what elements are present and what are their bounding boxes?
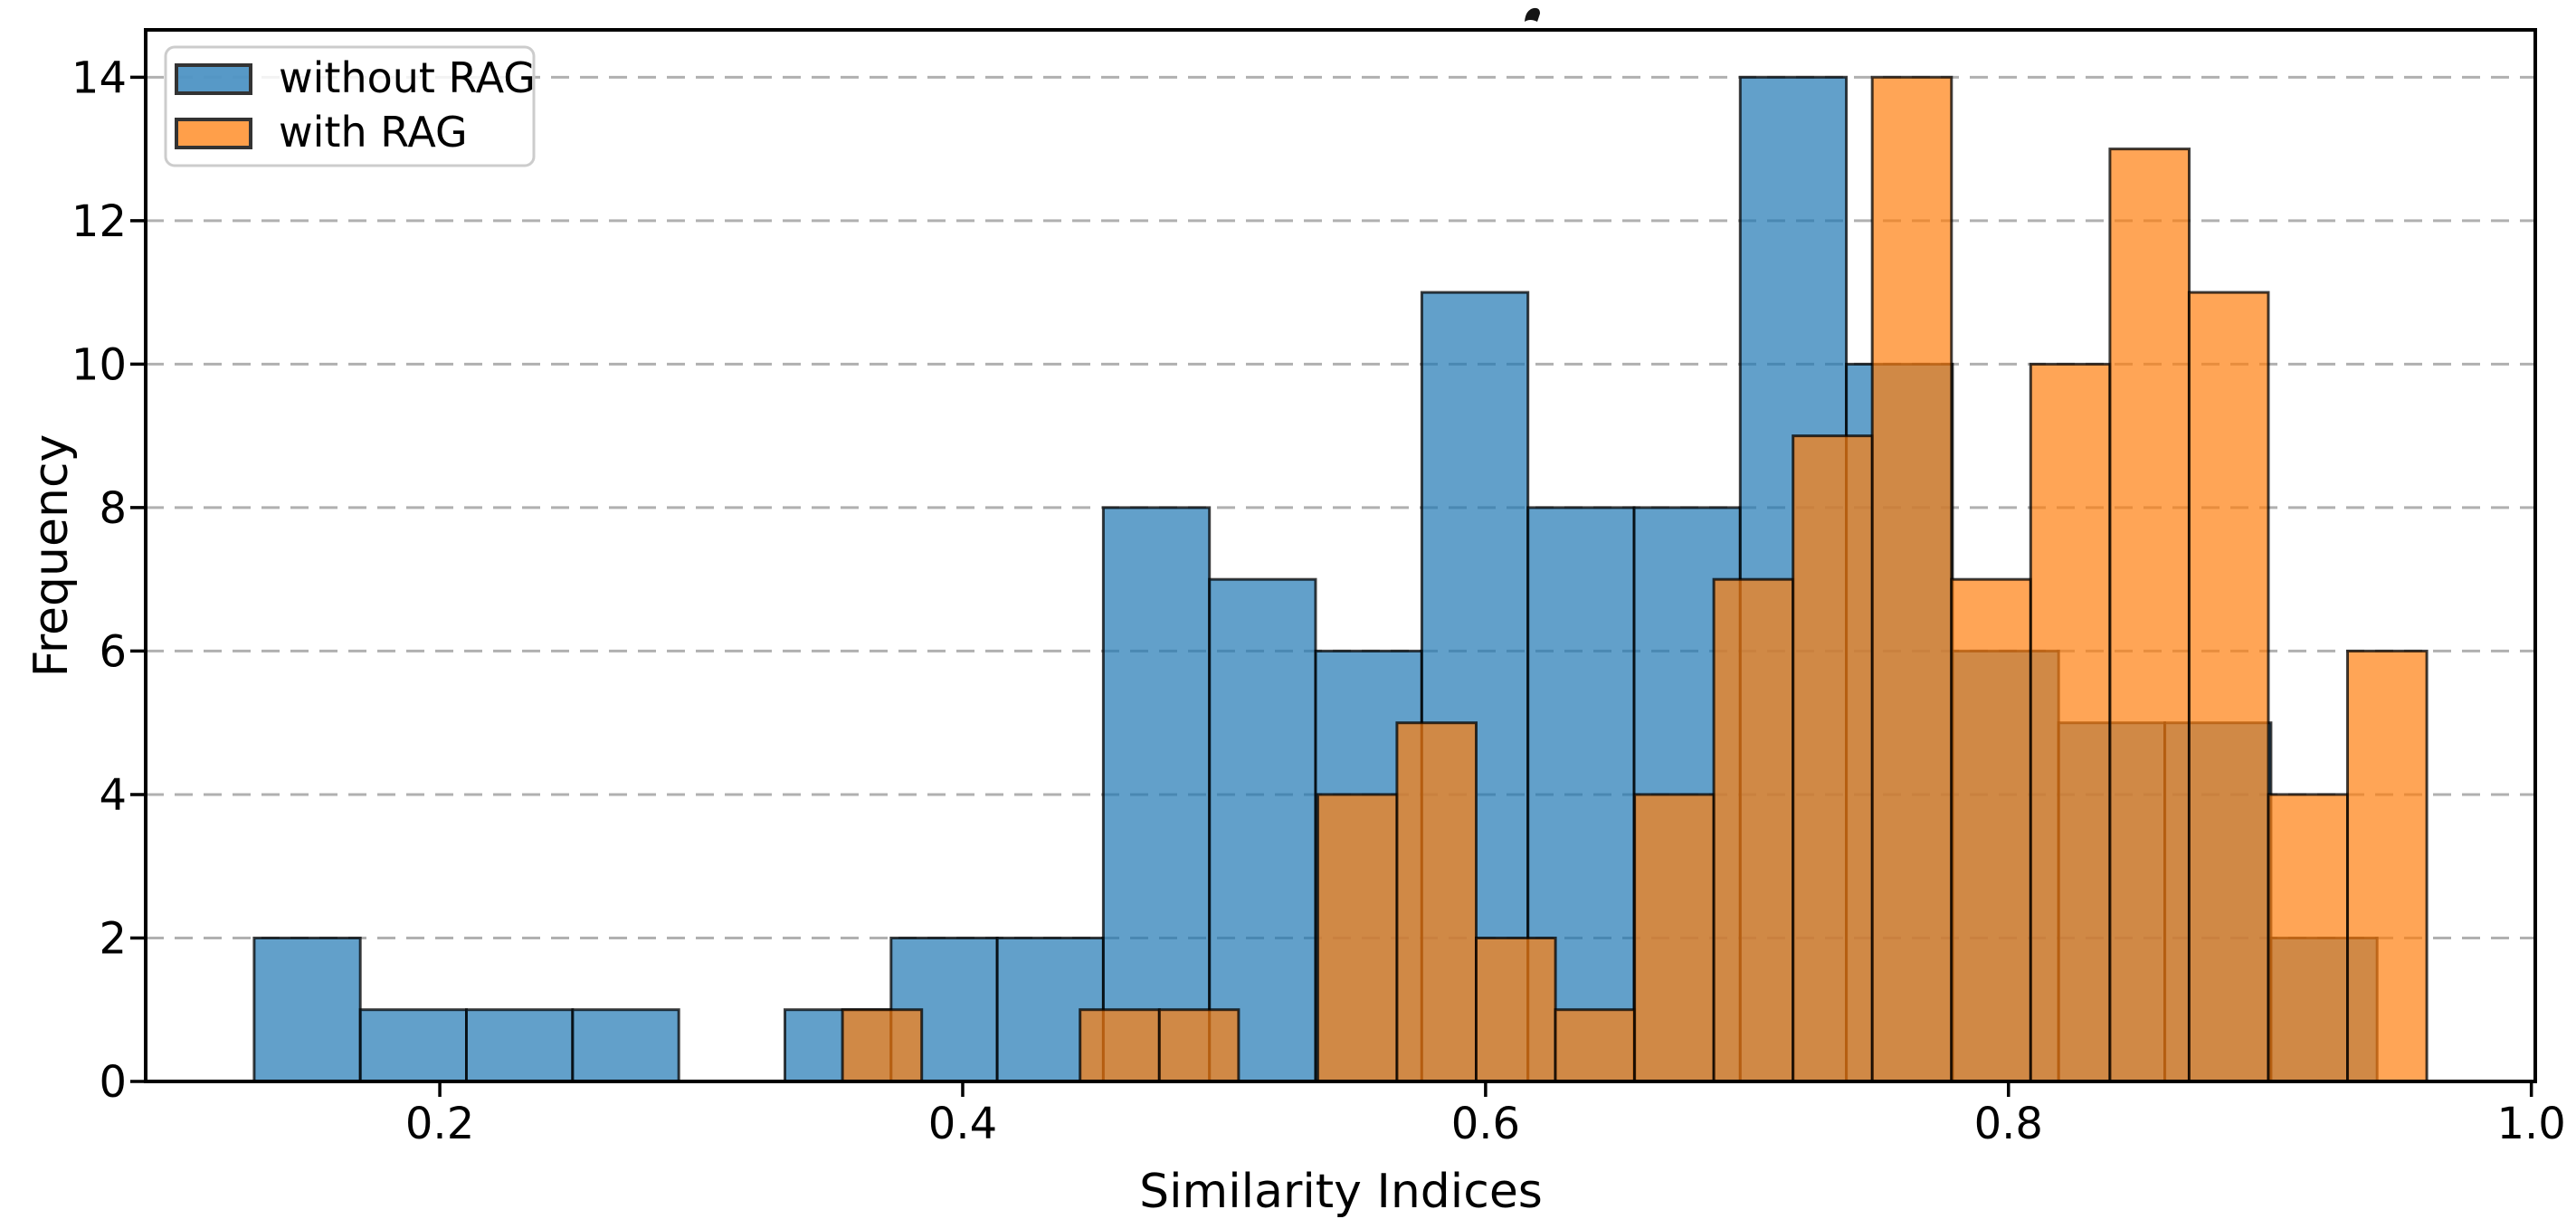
y-tick-label: 14 [71,52,127,103]
bar-with-rag [2029,362,2112,1083]
legend: without RAG with RAG [164,45,536,167]
bar-with-rag [1712,577,1795,1083]
x-tick-label: 0.2 [405,1099,474,1149]
x-tick-label: 1.0 [2496,1099,2565,1149]
bar-without-rag [465,1008,575,1083]
bar-with-rag [2346,649,2429,1083]
legend-label-without-rag: without RAG [279,53,536,102]
legend-label-with-rag: with RAG [279,108,468,157]
bar-with-rag [1475,937,1557,1083]
x-axis-label: Similarity Indices [1139,1165,1543,1219]
axis-ticks: 0.2 0.4 0.6 0.8 1.0 0 2 4 6 8 10 12 14 [71,52,2566,1149]
bar-without-rag [252,937,362,1083]
bar-with-rag [1950,577,2032,1083]
bar-with-rag [841,1008,924,1083]
series-with-rag [841,75,2429,1083]
y-tick-label: 10 [71,339,127,390]
y-tick-label: 4 [99,770,127,821]
bar-without-rag [358,1008,469,1083]
y-tick-label: 12 [71,196,127,247]
bar-without-rag [1208,577,1317,1083]
legend-swatch-with-rag [175,118,252,149]
bar-with-rag [1079,1008,1161,1083]
legend-box [164,45,536,167]
cropped-title-artifact [1525,7,1540,22]
bar-with-rag [1870,75,1953,1083]
bar-with-rag [1633,793,1716,1083]
bar-with-rag [2187,290,2270,1083]
y-tick-label: 6 [99,626,127,677]
x-tick-label: 0.6 [1451,1099,1520,1149]
bar-with-rag [1792,434,1874,1083]
y-tick-label: 8 [99,483,127,534]
bar-with-rag [1316,793,1399,1083]
y-tick-label: 2 [99,913,127,964]
y-axis-label: Frequency [24,434,79,678]
legend-swatch-without-rag [175,63,252,95]
x-tick-label: 0.8 [1974,1099,2043,1149]
bar-without-rag [1101,506,1212,1083]
bar-with-rag [1157,1008,1240,1083]
bar-with-rag [1554,1008,1637,1083]
bar-with-rag [1395,721,1478,1083]
bar-with-rag [2267,793,2350,1083]
x-tick-label: 0.4 [928,1099,997,1149]
bar-without-rag [571,1008,680,1083]
y-tick-label: 0 [99,1057,127,1108]
bar-with-rag [2108,148,2191,1083]
plot-area-spines [144,28,2537,1083]
